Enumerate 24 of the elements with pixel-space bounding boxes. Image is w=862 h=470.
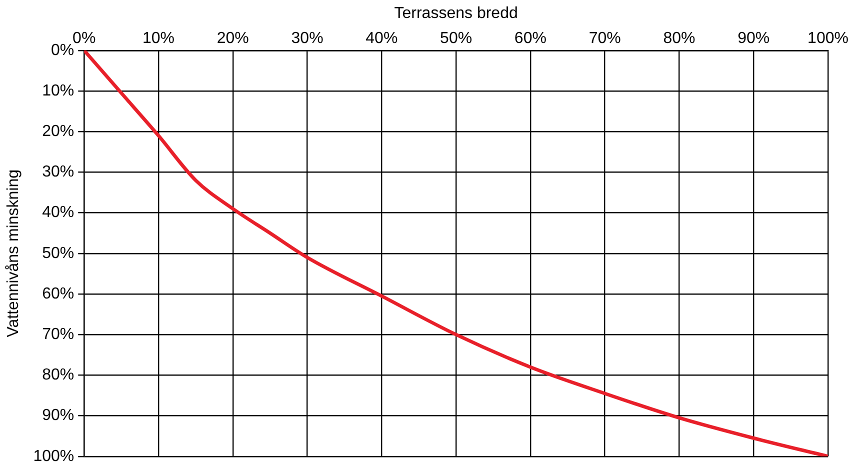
y-tick-label: 60%	[42, 285, 74, 302]
x-tick-label: 10%	[142, 30, 175, 48]
x-tick-label: 50%	[440, 30, 472, 48]
y-tick-label: 50%	[42, 244, 74, 262]
y-tick-label: 100%	[33, 448, 74, 465]
x-tick-label: 90%	[738, 30, 770, 48]
y-tick-label: 0%	[50, 42, 74, 59]
x-tick-label: 60%	[514, 30, 546, 48]
y-axis-title: Vattennivåns minskning	[5, 170, 22, 338]
y-tick-label: 70%	[42, 326, 74, 344]
x-tick-label: 0%	[72, 30, 96, 48]
y-tick-label: 90%	[42, 407, 74, 424]
y-tick-label: 30%	[42, 164, 74, 181]
y-tick-label: 10%	[42, 82, 74, 100]
x-tick-label: 100%	[808, 30, 848, 48]
x-tick-label: 70%	[588, 30, 621, 48]
x-axis-title: Terrassens bredd	[394, 5, 518, 22]
y-tick-label: 80%	[42, 366, 74, 384]
x-tick-label: 80%	[663, 30, 696, 48]
y-tick-label: 20%	[42, 123, 74, 140]
y-tick-label: 40%	[42, 204, 74, 222]
x-tick-label: 20%	[216, 30, 249, 48]
x-tick-label: 40%	[366, 30, 398, 48]
x-tick-label: 30%	[291, 30, 324, 48]
